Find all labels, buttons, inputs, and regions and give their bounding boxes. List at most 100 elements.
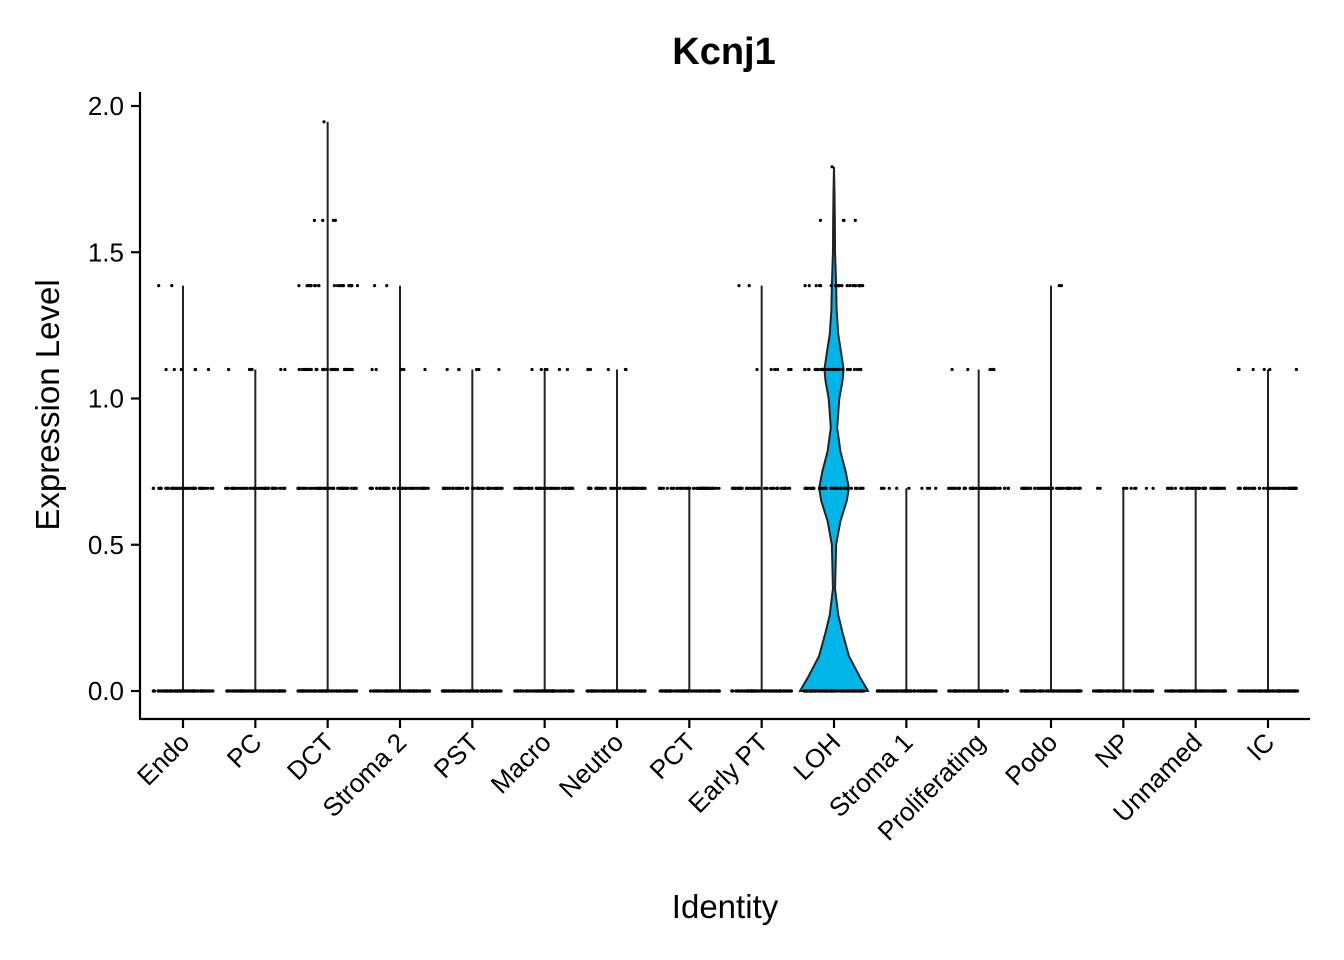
data-point [487, 486, 492, 490]
data-point [753, 689, 757, 693]
data-point [466, 486, 470, 490]
data-point [375, 486, 379, 490]
data-point [774, 689, 778, 693]
data-point [1217, 689, 1221, 693]
chart-title: Kcnj1 [672, 31, 775, 73]
data-point [393, 689, 397, 693]
data-point [618, 486, 622, 490]
data-point [814, 284, 818, 288]
data-point [779, 486, 783, 490]
data-point [1025, 486, 1029, 490]
data-point [451, 486, 455, 490]
data-point [239, 486, 243, 490]
data-point [1216, 486, 1220, 490]
data-point [1268, 367, 1272, 372]
data-point [659, 486, 663, 490]
data-point [1096, 689, 1101, 693]
data-point [297, 486, 301, 490]
data-point [828, 689, 832, 693]
data-point [991, 486, 995, 490]
data-point [683, 689, 687, 693]
data-point [513, 486, 517, 490]
data-point [988, 486, 992, 490]
data-point [854, 486, 858, 490]
data-point [545, 486, 549, 490]
data-point [312, 218, 316, 222]
data-point [835, 367, 839, 372]
data-point [739, 689, 743, 693]
data-point [498, 689, 502, 693]
data-point [390, 689, 394, 693]
data-point [839, 689, 843, 693]
data-point [624, 367, 628, 372]
data-point [338, 486, 342, 490]
data-point [992, 367, 996, 372]
data-point [376, 689, 380, 693]
data-point [159, 689, 163, 693]
data-point [454, 689, 458, 693]
y-tick-label: 0.5 [88, 530, 124, 560]
data-point [730, 486, 735, 490]
data-point [187, 486, 192, 490]
data-point [966, 367, 970, 372]
data-point [457, 367, 461, 372]
data-point [830, 367, 835, 372]
data-point [373, 689, 377, 693]
data-point [245, 486, 249, 490]
data-point [613, 689, 617, 693]
data-point [181, 689, 185, 693]
data-point [746, 486, 750, 490]
data-point [756, 689, 760, 693]
data-point [1061, 486, 1066, 490]
data-point [991, 689, 995, 693]
data-point [386, 486, 390, 490]
data-point [861, 486, 865, 490]
data-point [480, 689, 484, 693]
data-point [845, 486, 849, 490]
data-point [1238, 486, 1242, 490]
data-point [460, 689, 464, 693]
data-point [619, 689, 623, 693]
data-point [820, 486, 825, 490]
y-axis-ticks: 0.0 0.5 1.0 1.5 2.0 [88, 91, 140, 706]
data-point [315, 486, 319, 490]
data-point [998, 486, 1002, 490]
data-point [803, 367, 807, 372]
data-point [753, 486, 757, 490]
data-point [885, 689, 890, 693]
data-point [598, 486, 602, 490]
data-point [667, 689, 672, 693]
data-point [594, 486, 598, 490]
data-point [283, 689, 287, 693]
data-point [533, 689, 537, 693]
data-point [1133, 689, 1137, 693]
data-point [258, 486, 263, 490]
data-point [230, 689, 234, 693]
data-point [485, 689, 489, 693]
data-point [283, 367, 287, 372]
data-point [696, 486, 700, 490]
data-point [974, 486, 979, 490]
data-point [421, 689, 425, 693]
data-point [491, 486, 495, 490]
data-point [920, 486, 924, 490]
data-point [401, 486, 405, 490]
data-point [172, 367, 176, 372]
data-point [664, 689, 668, 693]
data-point [767, 689, 772, 693]
data-point [807, 284, 811, 288]
data-point [392, 486, 396, 490]
data-point [296, 689, 300, 693]
data-point [325, 367, 329, 372]
data-point [1038, 689, 1042, 693]
data-point [845, 284, 849, 288]
data-point [526, 486, 530, 490]
y-tick-label: 1.5 [88, 237, 124, 267]
data-point [1058, 689, 1062, 693]
data-point [853, 218, 857, 222]
data-point [1059, 486, 1063, 490]
data-point [804, 689, 808, 693]
data-point [564, 486, 568, 490]
data-point [185, 689, 189, 693]
